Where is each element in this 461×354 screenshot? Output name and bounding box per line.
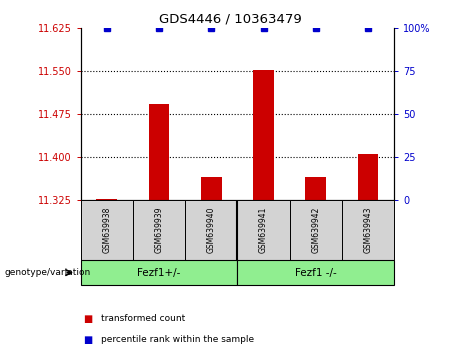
Text: GSM639939: GSM639939 xyxy=(154,207,164,253)
Bar xyxy=(358,154,378,200)
Text: GSM639942: GSM639942 xyxy=(311,207,320,253)
Bar xyxy=(342,200,394,260)
Text: genotype/variation: genotype/variation xyxy=(5,268,91,277)
Text: Fezf1+/-: Fezf1+/- xyxy=(137,268,181,278)
Bar xyxy=(237,200,290,260)
Text: ■: ■ xyxy=(83,314,92,324)
Bar xyxy=(148,104,170,200)
Bar xyxy=(305,177,326,200)
Bar xyxy=(96,199,117,200)
Bar xyxy=(81,260,237,285)
Bar xyxy=(201,177,222,200)
Bar xyxy=(290,200,342,260)
Bar xyxy=(185,200,237,260)
Text: GDS4446 / 10363479: GDS4446 / 10363479 xyxy=(159,12,302,25)
Bar xyxy=(133,200,185,260)
Bar xyxy=(237,260,394,285)
Text: GSM639943: GSM639943 xyxy=(364,207,372,253)
Text: Fezf1 -/-: Fezf1 -/- xyxy=(295,268,337,278)
Text: percentile rank within the sample: percentile rank within the sample xyxy=(101,335,254,344)
Text: GSM639938: GSM639938 xyxy=(102,207,111,253)
Text: GSM639941: GSM639941 xyxy=(259,207,268,253)
Text: ■: ■ xyxy=(83,335,92,345)
Bar xyxy=(253,69,274,200)
Text: GSM639940: GSM639940 xyxy=(207,207,216,253)
Text: transformed count: transformed count xyxy=(101,314,186,323)
Bar xyxy=(81,200,133,260)
